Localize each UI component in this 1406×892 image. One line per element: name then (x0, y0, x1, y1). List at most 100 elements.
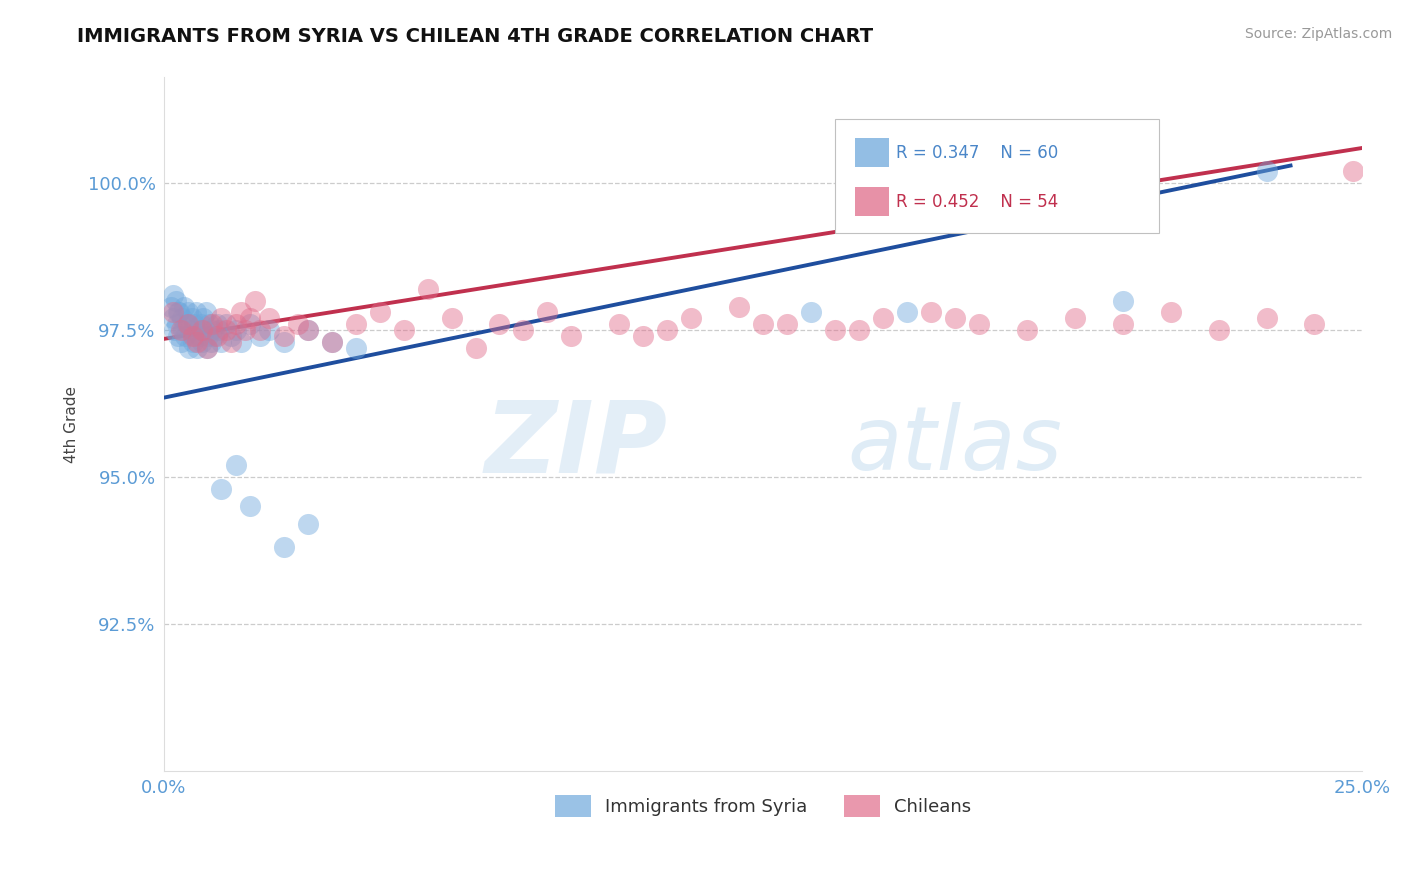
Point (197, 329, 219, 343)
Point (202, 329, 225, 343)
Point (172, 311, 194, 326)
Point (1063, 311, 1085, 326)
Point (273, 541, 295, 555)
Point (167, 329, 190, 343)
Point (200, 334, 222, 349)
Point (190, 317, 212, 331)
Point (1256, 311, 1278, 326)
Point (167, 305, 190, 319)
Point (229, 305, 252, 319)
Point (776, 317, 799, 331)
Point (169, 334, 191, 349)
Point (195, 305, 218, 319)
Point (174, 329, 197, 343)
Point (181, 334, 204, 349)
Point (259, 323, 281, 337)
Point (183, 317, 205, 331)
Point (1341, 164, 1364, 178)
Point (180, 311, 202, 326)
Point (297, 323, 319, 337)
Point (259, 311, 281, 326)
Text: ZIP: ZIP (484, 396, 668, 493)
Point (243, 293, 266, 308)
Point (1256, 164, 1278, 178)
Point (273, 329, 295, 343)
Point (273, 334, 295, 349)
Point (440, 311, 463, 326)
Point (657, 323, 679, 337)
Point (249, 323, 271, 337)
Point (1112, 317, 1135, 331)
Point (209, 334, 232, 349)
Point (1303, 317, 1326, 331)
Point (633, 329, 655, 343)
Point (800, 305, 823, 319)
Point (943, 311, 966, 326)
Point (239, 317, 262, 331)
Point (166, 317, 188, 331)
Point (195, 341, 218, 355)
Point (173, 300, 195, 314)
Point (297, 516, 319, 531)
Point (1015, 323, 1038, 337)
Point (1208, 323, 1230, 337)
Point (186, 341, 208, 355)
Point (416, 282, 439, 296)
Point (186, 305, 208, 319)
Point (194, 323, 217, 337)
Point (848, 323, 870, 337)
Point (681, 311, 703, 326)
Point (512, 323, 534, 337)
Point (169, 323, 191, 337)
Point (162, 311, 184, 326)
Point (920, 305, 942, 319)
Point (728, 300, 751, 314)
Point (249, 329, 271, 343)
Point (321, 334, 343, 349)
Point (607, 317, 630, 331)
Point (752, 317, 775, 331)
Point (209, 482, 232, 496)
Text: Source: ZipAtlas.com: Source: ZipAtlas.com (1244, 27, 1392, 41)
Point (163, 323, 186, 337)
Point (225, 317, 247, 331)
Point (188, 329, 211, 343)
Point (191, 334, 214, 349)
Point (205, 317, 228, 331)
Bar (855, 187, 889, 216)
Text: R = 0.452    N = 54: R = 0.452 N = 54 (896, 193, 1059, 211)
Point (191, 323, 214, 337)
Point (198, 317, 221, 331)
Point (208, 323, 231, 337)
Bar (855, 138, 889, 167)
Point (225, 323, 247, 337)
Point (215, 317, 238, 331)
Point (172, 323, 194, 337)
Point (344, 317, 367, 331)
Point (321, 334, 343, 349)
Point (162, 288, 184, 302)
Point (872, 311, 894, 326)
Point (201, 317, 224, 331)
Point (184, 329, 207, 343)
Point (896, 305, 918, 319)
Point (193, 311, 215, 326)
Point (392, 323, 415, 337)
Point (179, 323, 201, 337)
Point (205, 329, 228, 343)
Point (488, 317, 510, 331)
Point (181, 329, 204, 343)
Point (177, 305, 200, 319)
Text: R = 0.347    N = 60: R = 0.347 N = 60 (896, 144, 1059, 161)
Point (177, 341, 200, 355)
Point (225, 458, 247, 473)
Point (162, 305, 184, 319)
Point (177, 317, 200, 331)
Point (344, 341, 367, 355)
Point (201, 323, 224, 337)
Point (215, 323, 238, 337)
Point (967, 317, 990, 331)
Point (165, 293, 187, 308)
Point (1112, 293, 1135, 308)
Point (209, 311, 232, 326)
